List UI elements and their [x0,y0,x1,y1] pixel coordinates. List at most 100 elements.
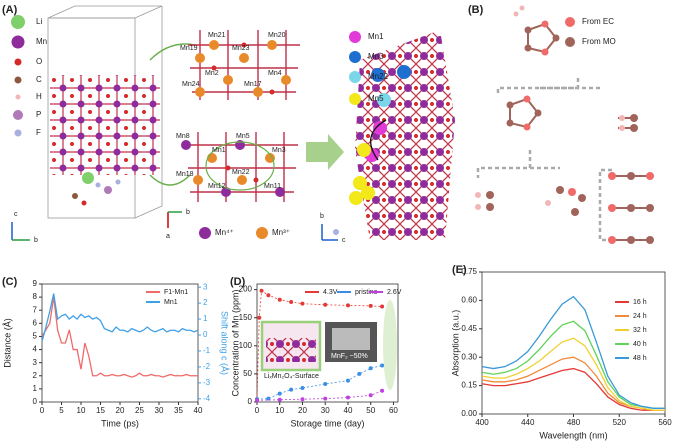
crystal-cell: c b [11,5,196,244]
marker [300,397,305,402]
marker [323,302,328,307]
y-tick-label: 8 [33,292,38,301]
y2-tick-label: -3 [203,378,211,387]
mn-label: Mn11 [264,183,281,190]
axis-letter: c [342,237,346,244]
legend-label: Mn1 [164,299,178,306]
x-tick-label: 5 [59,406,64,415]
inset: LiₓMn₂O₄-Surface MnF₂ ~50% [260,300,397,390]
y-tick-label: 0.15 [461,381,477,390]
x-tick-label: 480 [567,418,581,427]
legend-label: 32 h [633,327,647,334]
legend-label: 24 h [633,313,647,320]
marker [277,397,282,402]
marker [345,378,350,383]
axis-letter: b [186,209,190,216]
x-tick-label: 0 [255,406,260,415]
y-tick-label: 50 [243,369,252,378]
series-line [41,293,199,342]
marker [257,315,262,320]
y-axis-title: Absorption (a.u.) [450,310,460,377]
y-tick-label: 7 [33,305,38,314]
mn-label: Mn17 [244,81,262,88]
y-tick-label: 200 [239,285,253,294]
source-label: From EC [582,17,614,26]
x-axis-title: Time (ps) [101,418,139,428]
y2-tick-label: -2 [203,362,211,371]
legend-label: 48 h [633,355,647,362]
marker [368,366,373,371]
legend-label: 2.6V [387,289,402,296]
mn-label: Mn22 [232,169,250,176]
axis-letter: b [320,213,324,220]
mn-label: Mn18 [176,171,194,178]
arrow [306,134,344,170]
y-tick-label: 5 [33,332,38,341]
y2-tick-label: -4 [203,394,211,403]
marker [277,391,282,396]
panel-label: (D) [230,276,246,288]
axis-letter: a [166,233,170,240]
marker [300,301,305,306]
y-tick-label: 6 [33,318,38,327]
marker [289,299,294,304]
marker [300,385,305,390]
inset-label: LiₓMn₂O₄-Surface [264,373,319,380]
y-tick-label: 0 [33,397,38,406]
x-tick-label: 400 [475,418,489,427]
mn-legend: Mn1 [368,32,384,41]
atom-legend: Li Mn O C H P F [11,15,47,137]
atom-label: H [36,92,42,101]
x-tick-label: 60 [389,406,398,415]
decomposition-tree: From EC From MO [475,5,654,244]
mn-label: Mn21 [208,32,226,39]
x-tick-label: 40 [194,406,203,415]
y2-tick-label: 0 [203,330,208,339]
marker [323,396,328,401]
y2-tick-label: 3 [203,282,208,291]
marker [323,382,328,387]
mn-label: Mn3 [272,147,286,154]
legend-label: 16 h [633,299,647,306]
series-line [481,367,665,411]
mn-label: Mn2 [205,70,219,77]
x-tick-label: 50 [366,406,375,415]
mn-legend: Mn5 [368,94,384,103]
x-axis-title: Storage time (day) [290,418,364,428]
plot-frame [256,283,399,403]
x-tick-label: 15 [96,406,105,415]
y2-tick-label: -1 [203,346,211,355]
valence-label: Mn³⁺ [272,228,290,237]
x-tick-label: 40 [344,406,353,415]
x-tick-label: 20 [116,406,125,415]
panel-label: (E) [452,264,467,276]
mn-layers: Mn21 Mn20 Mn19 Mn23 Mn2 Mn4 Mn24 Mn17 Mn… [166,30,300,240]
panel-label: (B) [468,4,484,16]
y2-tick-label: 1 [203,314,208,323]
mn-label: Mn12 [208,183,226,190]
y-tick-label: 2 [33,371,38,380]
marker [277,297,282,302]
x-tick-label: 520 [613,418,627,427]
y2-axis-title: Shift along c (Å) [220,311,230,375]
atom-label: F [36,128,41,137]
mn-label: Mn1 [212,147,226,154]
y-tick-label: 100 [239,341,253,350]
x-tick-label: 10 [77,406,86,415]
x-tick-label: 35 [174,406,183,415]
series-line [481,337,665,411]
panel-label: (A) [2,4,18,16]
mn-label: Mn24 [182,81,200,88]
x-tick-label: 560 [658,418,672,427]
marker [266,293,271,298]
marker [368,393,373,398]
mn-label: Mn4 [268,70,282,77]
marker [357,371,362,376]
dissolution-structure: b c Mn1 Mn3 Mn22 Mn5 [320,30,455,244]
y-tick-label: 3 [33,358,38,367]
series-line [41,297,198,378]
source-label: From MO [582,37,616,46]
panel-label: (C) [2,276,18,288]
mn-legend: Mn22 [368,72,389,81]
